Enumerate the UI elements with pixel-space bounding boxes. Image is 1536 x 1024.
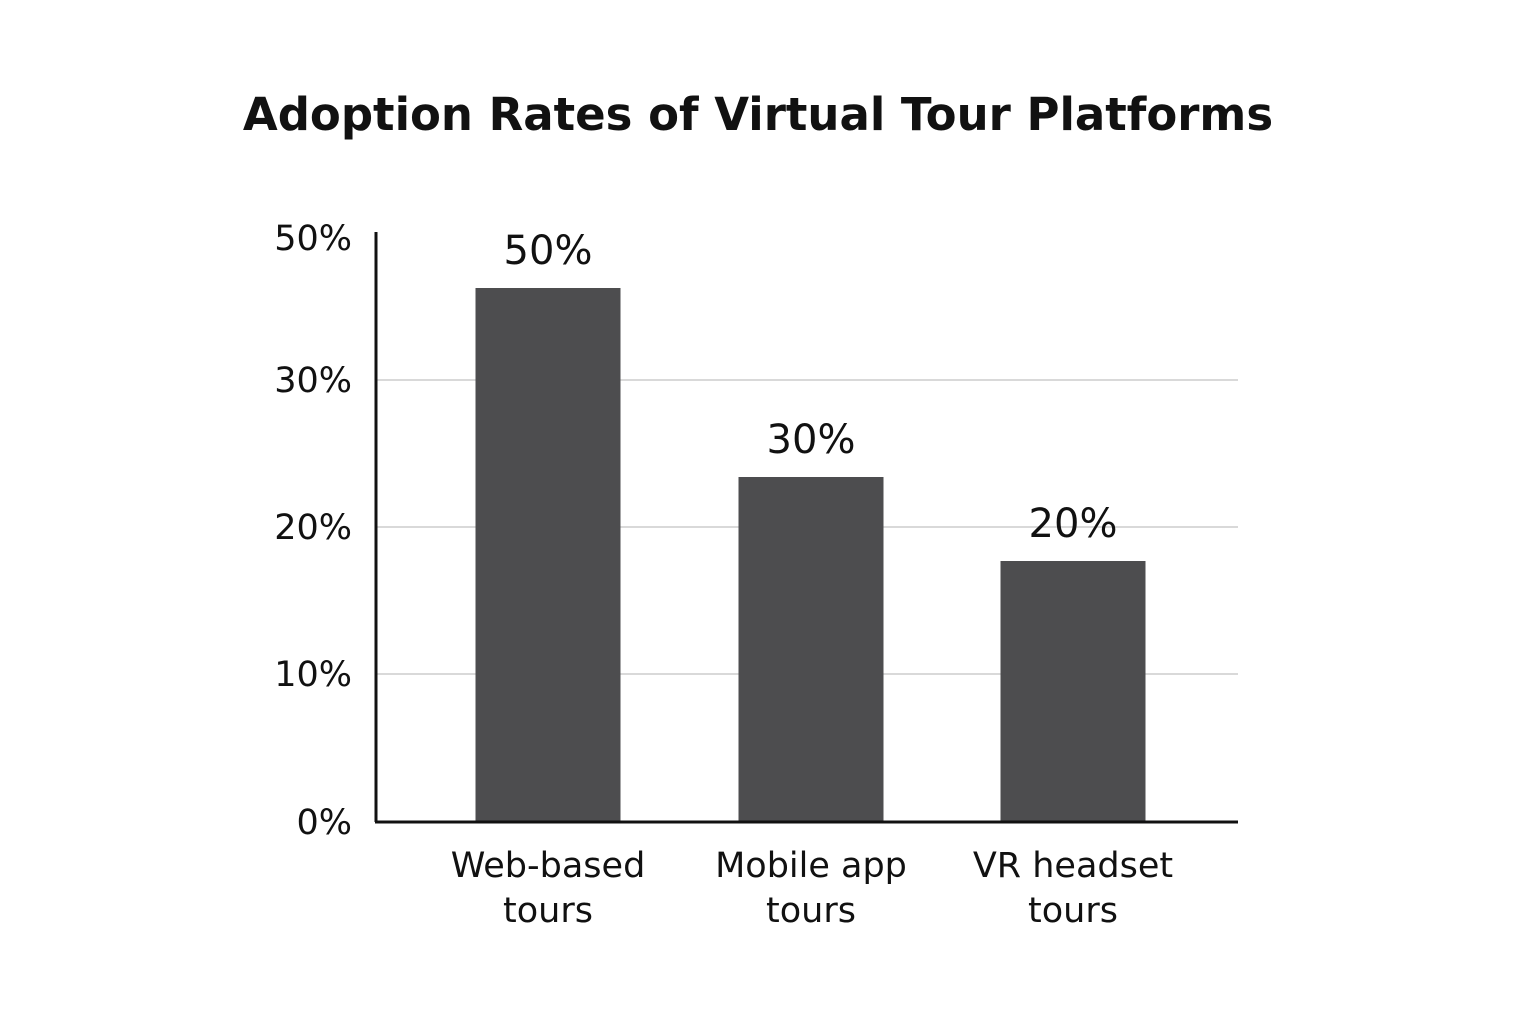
x-category-label: tours bbox=[1028, 891, 1118, 931]
bar-value-label: 50% bbox=[504, 228, 593, 274]
category-labels: Web-based tours Mobile app tours VR headset t… bbox=[451, 846, 1173, 931]
y-tick-label: 0% bbox=[296, 803, 352, 843]
x-category-label: tours bbox=[503, 891, 593, 931]
y-tick-label: 30% bbox=[274, 361, 352, 401]
y-tick-label: 20% bbox=[274, 508, 352, 548]
x-category-label: Mobile app bbox=[715, 846, 907, 886]
y-tick-label: 10% bbox=[274, 655, 352, 695]
y-tick-label: 50% bbox=[274, 219, 352, 259]
x-category-label: VR headset bbox=[973, 846, 1173, 886]
bar-value-label: 30% bbox=[767, 417, 856, 463]
bars bbox=[475, 288, 1146, 822]
chart-title: Adoption Rates of Virtual Tour Platforms bbox=[242, 88, 1274, 141]
bar-value-label: 20% bbox=[1029, 501, 1118, 547]
bar bbox=[475, 288, 621, 822]
bar bbox=[1000, 561, 1146, 822]
x-category-label: Web-based bbox=[451, 846, 646, 886]
y-axis-ticks: 0% 10% 20% 30% 50% bbox=[274, 219, 352, 843]
bar bbox=[738, 477, 884, 822]
value-labels: 50% 30% 20% bbox=[504, 228, 1118, 547]
x-category-label: tours bbox=[766, 891, 856, 931]
